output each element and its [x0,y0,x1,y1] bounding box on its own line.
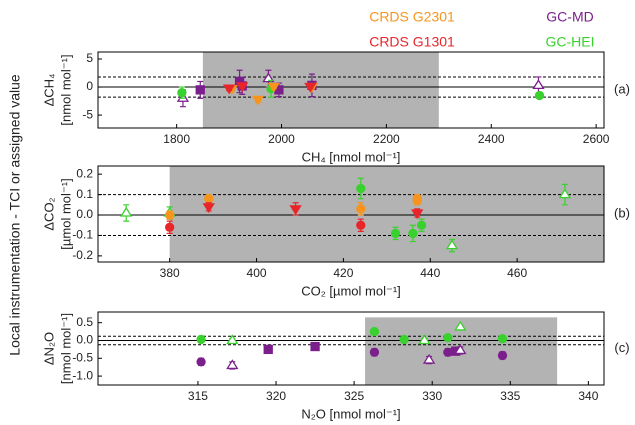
marker [202,203,215,214]
legend-entry: GC-HEI [546,34,595,50]
panel-label: (b) [614,205,630,220]
x-tick-label: 2600 [583,132,610,146]
marker [369,347,380,357]
marker [304,82,317,93]
marker [222,84,236,95]
marker [558,188,572,199]
y-tick-label: -0.5 [72,350,93,364]
x-tick-label: 420 [333,266,353,280]
marker [262,72,275,83]
marker [196,357,206,367]
marker [195,85,205,95]
marker [369,326,380,337]
marker [120,206,133,217]
plot-frame [97,51,605,129]
x-tick-label: 320 [266,389,286,403]
x-tick-label: 315 [188,389,208,403]
y-axis-title: ΔN₂O [41,332,56,365]
legend-entry: CRDS G2301 [369,9,455,25]
y-axis-unit: [µmol mol⁻¹] [58,178,73,249]
marker [251,95,265,106]
marker [226,334,239,345]
x-tick-label: 440 [420,266,440,280]
marker [422,353,436,364]
y-tick-label: -0.2 [72,248,93,262]
x-axis-title: CO₂ [µmol mol⁻¹] [301,283,401,298]
marker [176,92,190,102]
y-tick-label: 0.1 [76,187,93,201]
marker [356,204,366,214]
y-tick-label: 0.5 [76,315,93,329]
marker [165,210,175,220]
shared-y-label: Local instrumentation - TCI or assigned … [7,74,23,356]
x-tick-label: 400 [247,266,267,280]
marker [399,334,409,345]
y-tick-label: -5 [82,107,93,121]
y-tick-label: 0.0 [76,333,93,347]
y-tick-label: 0 [86,79,93,93]
marker [310,341,320,352]
marker [454,320,467,331]
marker [226,359,239,370]
y-axis-title: ΔCO₂ [41,197,56,230]
marker [408,228,418,239]
x-tick-label: 2400 [478,132,505,146]
x-tick-label: 2000 [268,132,295,146]
x-tick-label: 2200 [373,132,400,146]
x-tick-label: 460 [507,266,527,280]
marker [418,334,431,345]
panel-label: (a) [614,81,630,96]
marker [497,334,508,344]
marker [534,90,545,101]
marker [356,183,366,194]
marker [443,347,453,357]
marker [454,344,467,355]
marker [289,205,302,216]
y-tick-label: 0.0 [76,207,93,221]
y-tick-label: -0.1 [72,228,93,242]
y-axis-unit: [nmol mol⁻¹] [58,54,73,125]
y-tick-label: 0.2 [76,166,93,180]
shaded-region [169,166,605,262]
x-tick-label: 325 [344,389,364,403]
marker [445,239,459,250]
y-tick-label: 5 [86,51,93,65]
x-tick-label: 1800 [163,132,190,146]
marker [411,209,424,220]
marker [177,88,187,98]
y-axis-unit: [nmol mol⁻¹] [58,313,73,384]
plot-frame [97,165,605,263]
x-tick-label: 335 [500,389,520,403]
x-axis-title: CH₄ [nmol mol⁻¹] [302,149,401,164]
marker [356,220,366,230]
marker [204,194,214,204]
marker [497,350,508,361]
marker [165,222,175,232]
marker [412,196,422,206]
plot-frame [97,311,605,386]
y-tick-label: -1.0 [72,368,93,382]
panel-label: (c) [614,340,629,355]
marker [267,82,280,93]
x-tick-label: 380 [160,266,180,280]
y-axis-title: ΔCH₄ [41,74,56,107]
legend-entry: CRDS G1301 [369,34,455,50]
x-axis-title: N₂O [nmol mol⁻¹] [301,406,400,421]
x-tick-label: 330 [422,389,442,403]
marker [443,332,453,343]
marker [196,334,206,345]
marker [532,79,545,90]
legend-entry: GC-MD [546,9,593,25]
marker [236,82,249,93]
x-tick-label: 340 [578,389,598,403]
marker [416,220,427,230]
marker [390,228,401,239]
marker [263,344,273,355]
